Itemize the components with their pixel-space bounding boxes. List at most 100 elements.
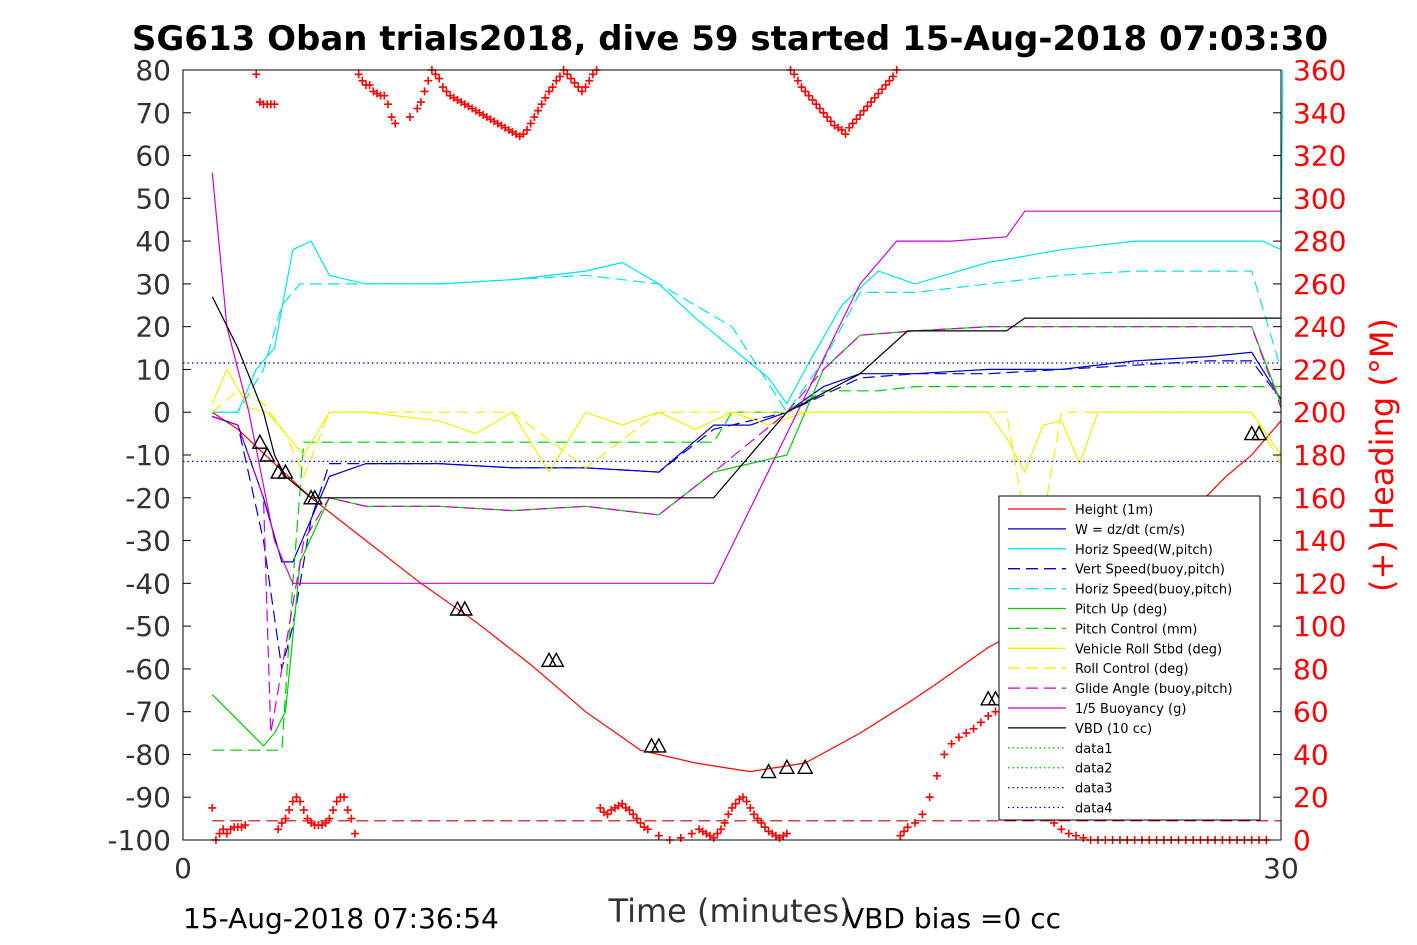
heading-marker: [603, 810, 612, 819]
heading-marker: [285, 806, 294, 815]
series-line: [211, 296, 1281, 499]
heading-marker: [555, 72, 564, 81]
heading-marker: [241, 821, 250, 830]
heading-marker: [687, 829, 696, 838]
heading-marker: [566, 74, 575, 83]
left-tick-label: 50: [135, 182, 171, 215]
heading-marker: [1072, 831, 1081, 840]
triangle-marker: [251, 433, 269, 449]
heading-marker: [629, 810, 638, 819]
series-line: [212, 360, 1282, 670]
heading-marker: [365, 80, 374, 89]
legend-label: Pitch Control (mm): [1075, 622, 1197, 637]
heading-marker: [340, 793, 349, 802]
heading-marker: [823, 113, 832, 122]
heading-marker: [545, 87, 553, 96]
heading-marker: [790, 70, 799, 79]
heading-marker: [749, 810, 758, 819]
legend-label: Glide Angle (buoy,pitch): [1075, 682, 1233, 697]
heading-marker: [585, 76, 594, 85]
heading-marker: [219, 825, 228, 834]
legend-label: data2: [1075, 762, 1113, 777]
heading-marker: [812, 100, 821, 109]
heading-marker: [954, 733, 963, 742]
heading-marker: [296, 797, 305, 806]
heading-marker: [837, 125, 846, 134]
right-tick-label: 340: [1293, 97, 1346, 130]
legend-label: Vert Speed(buoy,pitch): [1075, 563, 1225, 578]
heading-marker: [329, 806, 338, 815]
legend-box: [998, 495, 1261, 821]
legend-label: data3: [1075, 782, 1113, 797]
heading-marker: [976, 718, 985, 727]
heading-marker: [881, 80, 890, 89]
left-tick-label: 10: [135, 353, 171, 386]
heading-marker: [885, 76, 894, 85]
heading-marker: [852, 115, 861, 124]
heading-marker: [870, 93, 879, 102]
heading-marker: [358, 76, 367, 85]
heading-marker: [753, 814, 762, 823]
heading-marker: [713, 829, 722, 838]
series-line: [211, 172, 1281, 584]
heading-marker: [911, 818, 919, 827]
legend-label: Vehicle Roll Stbd (deg): [1075, 642, 1222, 657]
heading-marker: [848, 119, 857, 128]
right-tick-label: 140: [1293, 525, 1346, 558]
left-tick-label: 70: [135, 97, 171, 130]
heading-marker: [383, 100, 392, 109]
left-tick-label: 80: [135, 54, 171, 87]
heading-marker: [277, 818, 286, 827]
heading-marker: [947, 739, 956, 748]
triangle-marker: [306, 489, 323, 505]
heading-marker: [804, 91, 813, 100]
heading-marker: [801, 87, 810, 96]
heading-marker: [867, 98, 876, 107]
right-tick-label: 300: [1293, 182, 1346, 215]
heading-marker: [270, 100, 279, 109]
left-tick-label: -60: [125, 653, 171, 686]
right-axis: 3603403203002802602402202001801601401201…: [1273, 54, 1346, 857]
heading-marker: [563, 70, 572, 79]
heading-marker: [940, 750, 949, 759]
heading-marker: [991, 707, 1000, 716]
heading-marker: [757, 818, 766, 827]
heading-marker: [519, 130, 528, 139]
right-tick-label: 0: [1293, 824, 1311, 857]
triangle-marker: [456, 600, 473, 616]
heading-marker: [1079, 833, 1088, 842]
triangle-marker: [797, 758, 814, 774]
heading-marker: [552, 76, 561, 85]
heading-marker: [728, 803, 736, 812]
heading-marker: [746, 803, 755, 812]
chart-title: SG613 Oban trials2018, dive 59 started 1…: [132, 19, 1328, 59]
heading-marker: [903, 823, 912, 832]
right-tick-label: 280: [1293, 225, 1346, 258]
footer-vbd-bias: VBD bias =0 cc: [845, 902, 1061, 935]
heading-marker: [845, 123, 854, 132]
heading-marker: [841, 130, 850, 139]
heading-marker: [859, 106, 868, 115]
right-tick-label: 20: [1293, 781, 1329, 814]
heading-marker: [391, 119, 400, 128]
right-tick-label: 120: [1293, 567, 1346, 600]
heading-marker: [435, 74, 444, 83]
right-tick-label: 100: [1293, 610, 1346, 643]
left-tick-label: -100: [107, 824, 171, 857]
heading-marker: [925, 793, 934, 802]
heading-marker: [1064, 829, 1073, 838]
heading-marker: [588, 70, 597, 79]
heading-marker: [889, 72, 898, 81]
triangle-marker: [277, 463, 294, 479]
x-axis: 0 30: [174, 832, 1299, 885]
heading-marker: [654, 831, 663, 840]
triangle-marker: [1250, 425, 1268, 441]
heading-marker: [431, 70, 440, 79]
heading-marker: [570, 78, 579, 87]
legend-label: Horiz Speed(W,pitch): [1075, 543, 1213, 558]
legend-label: Horiz Speed(buoy,pitch): [1075, 583, 1232, 598]
legend-label: Roll Control (deg): [1075, 662, 1189, 677]
heading-marker: [984, 711, 993, 720]
left-tick-label: -20: [125, 482, 171, 515]
right-tick-label: 220: [1293, 353, 1346, 386]
